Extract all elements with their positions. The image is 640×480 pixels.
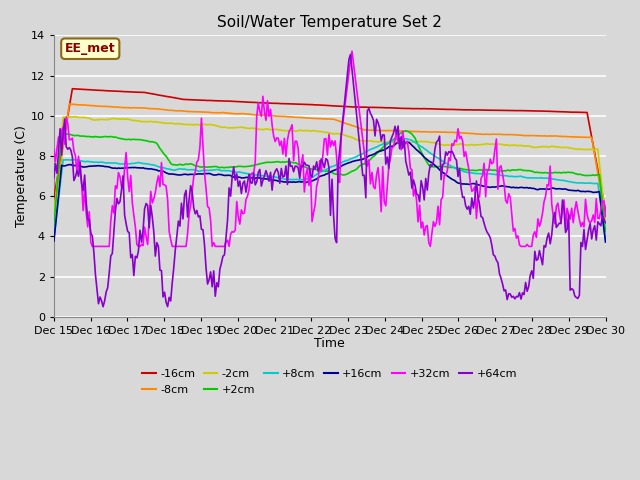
-16cm: [119, 89, 127, 95]
-16cm: [602, 208, 609, 214]
-8cm: [602, 215, 609, 221]
-2cm: [234, 124, 242, 130]
+8cm: [572, 180, 580, 186]
+32cm: [50, 146, 58, 152]
+64cm: [602, 220, 609, 226]
+16cm: [291, 180, 299, 185]
+32cm: [234, 215, 242, 220]
-2cm: [572, 146, 580, 152]
+16cm: [118, 165, 125, 171]
+64cm: [234, 183, 242, 189]
+64cm: [293, 163, 301, 169]
X-axis label: Time: Time: [314, 337, 345, 350]
+64cm: [216, 266, 224, 272]
-16cm: [216, 98, 224, 104]
+8cm: [118, 161, 125, 167]
-8cm: [244, 111, 252, 117]
+32cm: [348, 48, 356, 54]
Line: +32cm: +32cm: [54, 51, 605, 246]
-16cm: [293, 101, 301, 107]
-16cm: [572, 109, 580, 115]
Y-axis label: Temperature (C): Temperature (C): [15, 125, 28, 227]
+64cm: [119, 173, 127, 179]
Text: EE_met: EE_met: [65, 42, 116, 55]
-16cm: [50, 195, 58, 201]
+32cm: [602, 213, 609, 219]
+2cm: [602, 228, 609, 234]
+32cm: [244, 193, 252, 199]
+64cm: [574, 296, 582, 301]
+32cm: [293, 138, 301, 144]
-16cm: [68, 86, 76, 92]
-8cm: [293, 114, 301, 120]
-2cm: [216, 124, 224, 130]
-2cm: [119, 116, 127, 122]
+16cm: [50, 238, 58, 244]
Line: +2cm: +2cm: [54, 131, 605, 231]
-2cm: [72, 114, 79, 120]
-2cm: [50, 214, 58, 220]
Line: -16cm: -16cm: [54, 89, 605, 211]
+16cm: [602, 239, 609, 245]
+64cm: [50, 175, 58, 180]
Legend: -16cm, -8cm, -2cm, +2cm, +8cm, +16cm, +32cm, +64cm: -16cm, -8cm, -2cm, +2cm, +8cm, +16cm, +3…: [138, 364, 522, 399]
Line: -8cm: -8cm: [54, 104, 605, 218]
-16cm: [234, 99, 242, 105]
+8cm: [50, 236, 58, 241]
-8cm: [119, 105, 127, 110]
+8cm: [214, 167, 222, 173]
Line: -2cm: -2cm: [54, 117, 605, 219]
+32cm: [88, 243, 96, 249]
+16cm: [397, 139, 405, 144]
+16cm: [233, 175, 241, 180]
Line: +64cm: +64cm: [54, 55, 605, 307]
+2cm: [572, 171, 580, 177]
-2cm: [293, 128, 301, 134]
+8cm: [233, 169, 241, 175]
-2cm: [602, 216, 609, 222]
-8cm: [50, 207, 58, 213]
-8cm: [65, 101, 73, 107]
Line: +8cm: +8cm: [54, 138, 605, 239]
+2cm: [402, 128, 410, 134]
+32cm: [216, 243, 224, 249]
+64cm: [347, 52, 355, 58]
+32cm: [574, 208, 582, 214]
+8cm: [396, 135, 403, 141]
+8cm: [291, 177, 299, 182]
Title: Soil/Water Temperature Set 2: Soil/Water Temperature Set 2: [217, 15, 442, 30]
Line: +16cm: +16cm: [54, 142, 605, 242]
+2cm: [242, 164, 250, 169]
+64cm: [244, 180, 252, 185]
-16cm: [244, 99, 252, 105]
+2cm: [233, 164, 241, 169]
+8cm: [602, 236, 609, 242]
+8cm: [242, 170, 250, 176]
+16cm: [214, 171, 222, 177]
+32cm: [119, 186, 127, 192]
+2cm: [214, 165, 222, 170]
+64cm: [99, 304, 107, 310]
+16cm: [572, 188, 580, 193]
-8cm: [234, 111, 242, 117]
-2cm: [244, 125, 252, 131]
+2cm: [50, 222, 58, 228]
+2cm: [118, 136, 125, 142]
+16cm: [242, 175, 250, 180]
+2cm: [291, 160, 299, 166]
-8cm: [216, 110, 224, 116]
-8cm: [572, 134, 580, 140]
